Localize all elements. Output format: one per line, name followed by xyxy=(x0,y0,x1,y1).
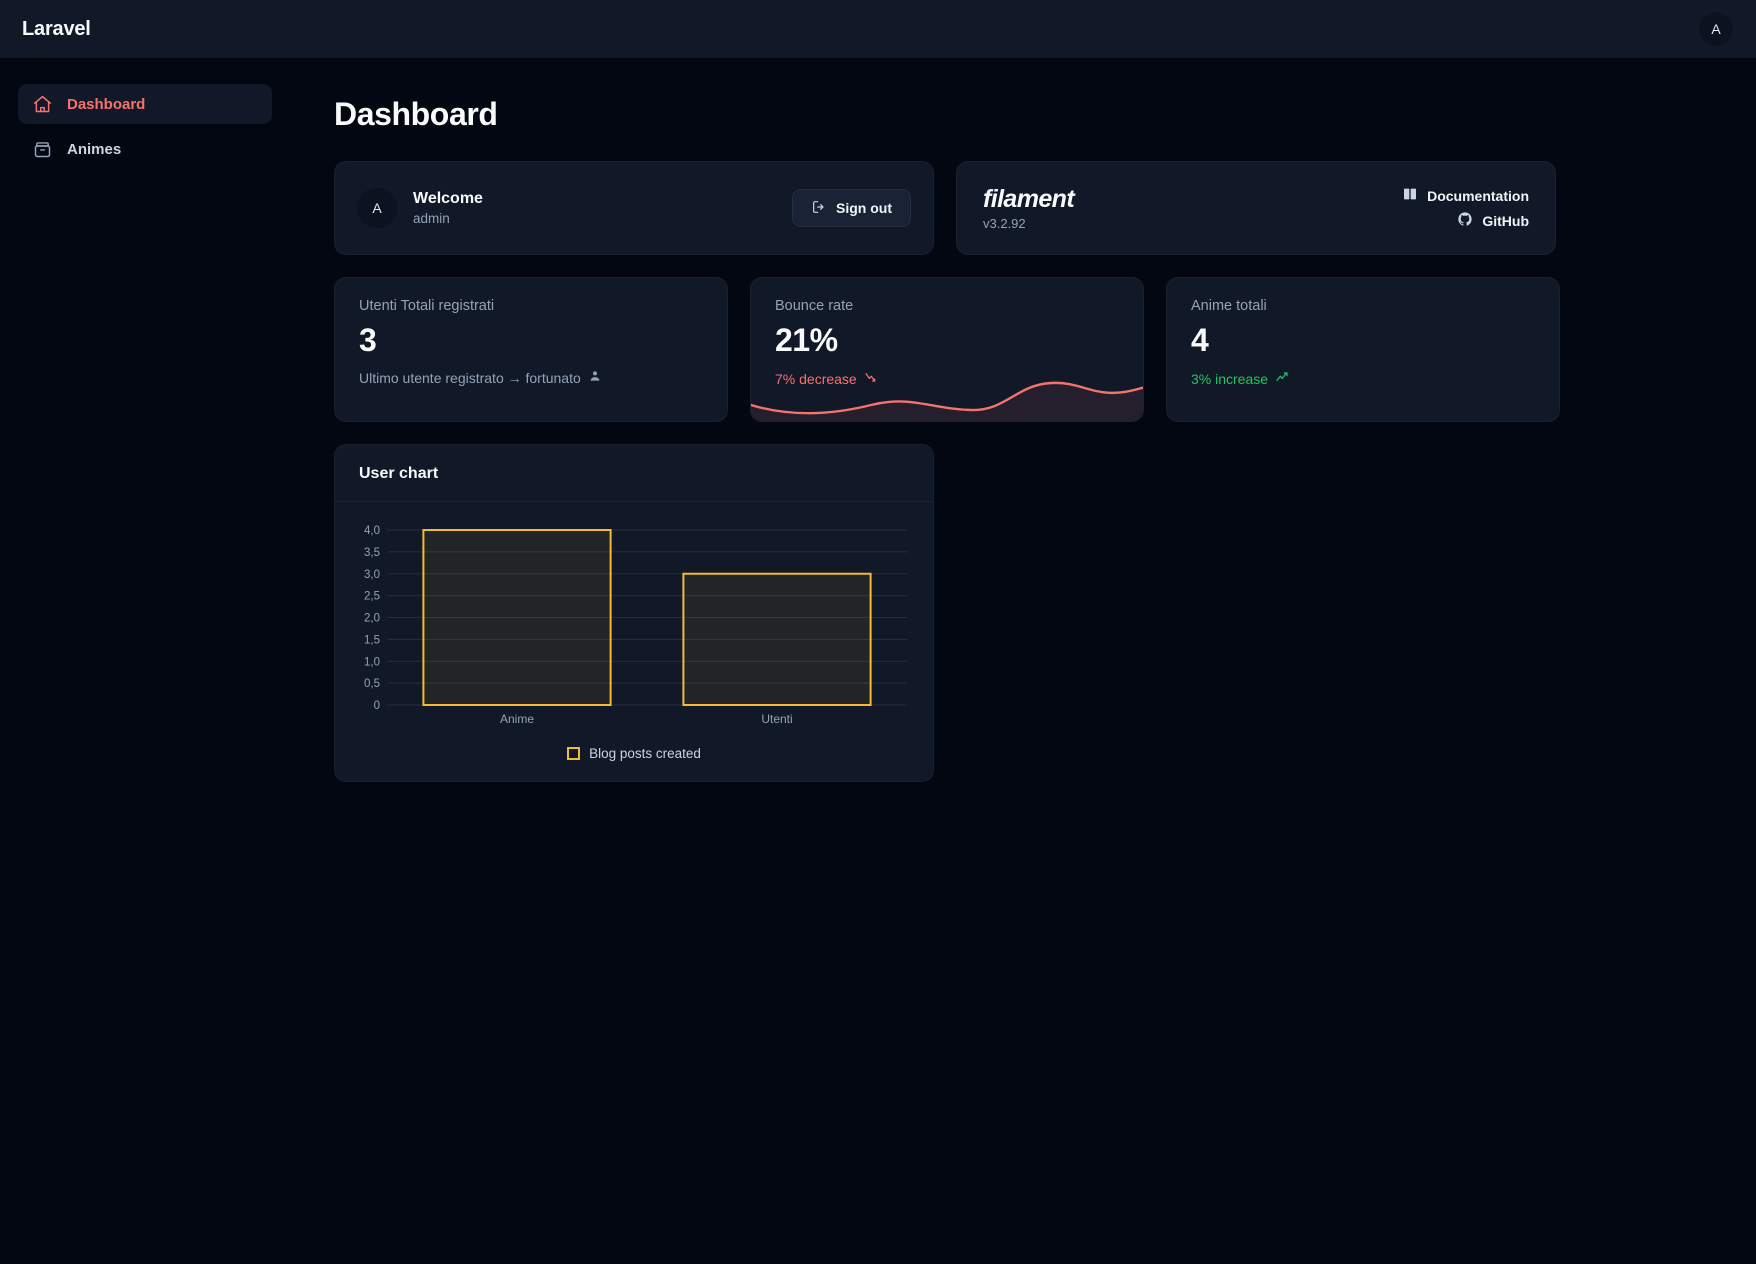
welcome-title: Welcome xyxy=(413,190,483,208)
sign-out-button[interactable]: Sign out xyxy=(792,189,911,227)
book-icon xyxy=(1402,186,1418,205)
documentation-link[interactable]: Documentation xyxy=(1402,186,1529,205)
stat-description-text: 7% decrease xyxy=(775,370,857,387)
stat-card-anime-totali: Anime totali 4 3% increase xyxy=(1166,277,1560,422)
sidebar: Dashboard Animes xyxy=(0,58,290,1264)
welcome-text: Welcome admin xyxy=(413,188,483,228)
user-avatar-button[interactable]: A xyxy=(1698,11,1734,47)
avatar-initial: A xyxy=(372,200,382,216)
filament-info-card: filament v3.2.92 Documentation xyxy=(956,161,1556,255)
top-widgets-row: A Welcome admin Sign out xyxy=(334,161,1708,255)
page-title: Dashboard xyxy=(334,96,498,132)
user-icon xyxy=(588,369,602,386)
stat-card-bounce-rate: Bounce rate 21% 7% decrease xyxy=(750,277,1144,422)
stat-value: 3 xyxy=(359,322,377,358)
stat-value: 21% xyxy=(775,322,838,358)
sign-out-label: Sign out xyxy=(836,200,892,216)
stat-label: Utenti Totali registrati xyxy=(359,298,495,314)
stat-value: 4 xyxy=(1191,322,1209,358)
sidebar-item-label: Animes xyxy=(67,140,122,158)
svg-text:1,0: 1,0 xyxy=(364,656,380,668)
bounce-rate-sparkline xyxy=(751,381,1143,421)
user-chart-card: User chart 4,0 3,5 3,0 2,5 2,0 1,5 1,0 0,5 0 Anim… xyxy=(334,444,934,782)
github-label: GitHub xyxy=(1482,212,1529,229)
svg-text:3,0: 3,0 xyxy=(364,569,380,581)
bar-chart[interactable]: 4,0 3,5 3,0 2,5 2,0 1,5 1,0 0,5 0 Anime Utenti xyxy=(347,522,923,737)
home-icon xyxy=(32,94,53,115)
svg-text:2,5: 2,5 xyxy=(364,591,380,603)
chart-legend: Blog posts created xyxy=(347,746,921,761)
svg-text:3,5: 3,5 xyxy=(364,547,380,559)
logout-icon xyxy=(811,199,827,218)
chart-title: User chart xyxy=(359,465,439,482)
chart-body: 4,0 3,5 3,0 2,5 2,0 1,5 1,0 0,5 0 Anime Utenti Blo… xyxy=(335,502,933,773)
github-link[interactable]: GitHub xyxy=(1457,211,1529,230)
main-content: Dashboard A Welcome admin xyxy=(290,58,1756,1264)
stat-description-text: 3% increase xyxy=(1191,370,1269,387)
stats-row: Utenti Totali registrati 3 Ultimo utente… xyxy=(334,277,1708,422)
stat-label: Bounce rate xyxy=(775,298,854,314)
legend-swatch-icon xyxy=(567,747,581,760)
filament-branding: filament v3.2.92 xyxy=(983,184,1075,232)
svg-text:1,5: 1,5 xyxy=(364,634,380,646)
welcome-username: admin xyxy=(413,210,450,226)
svg-text:Utenti: Utenti xyxy=(761,712,792,726)
top-bar: Laravel A xyxy=(0,0,1756,58)
legend-label: Blog posts created xyxy=(589,746,701,761)
svg-text:Anime: Anime xyxy=(500,712,534,726)
sidebar-item-label: Dashboard xyxy=(67,95,146,113)
stat-label: Anime totali xyxy=(1191,298,1267,314)
app-brand: Laravel xyxy=(22,17,91,40)
stat-description: 3% increase xyxy=(1191,369,1535,388)
documentation-label: Documentation xyxy=(1427,187,1529,204)
archive-box-icon xyxy=(32,139,53,160)
stat-description: 7% decrease xyxy=(775,369,1119,388)
avatar: A xyxy=(357,188,397,228)
sidebar-item-animes[interactable]: Animes xyxy=(18,129,272,169)
github-icon xyxy=(1457,211,1473,230)
filament-version: v3.2.92 xyxy=(983,216,1026,232)
sidebar-item-dashboard[interactable]: Dashboard xyxy=(18,84,272,124)
stat-description-text: Ultimo utente registrato → fortunato xyxy=(359,369,581,386)
filament-logo: filament xyxy=(983,184,1075,213)
trend-up-icon xyxy=(1275,369,1291,388)
filament-links: Documentation GitHub xyxy=(1402,186,1529,230)
svg-text:0,5: 0,5 xyxy=(364,678,380,690)
svg-text:2,0: 2,0 xyxy=(364,613,380,625)
svg-text:4,0: 4,0 xyxy=(364,525,380,537)
chart-header: User chart xyxy=(335,445,933,502)
welcome-card: A Welcome admin Sign out xyxy=(334,161,934,255)
stat-card-utenti-totali: Utenti Totali registrati 3 Ultimo utente… xyxy=(334,277,728,422)
trend-down-icon xyxy=(864,369,880,388)
svg-text:0: 0 xyxy=(374,700,380,712)
avatar-initial: A xyxy=(1711,21,1721,37)
welcome-info: A Welcome admin xyxy=(357,188,483,228)
stat-description: Ultimo utente registrato → fortunato xyxy=(359,369,703,386)
